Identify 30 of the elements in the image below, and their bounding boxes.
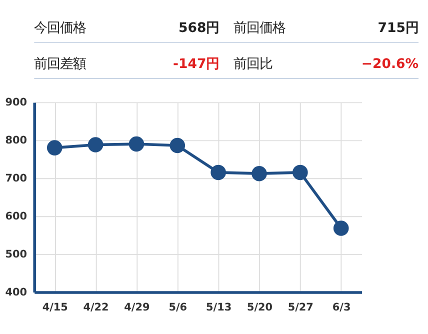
text: 今回価格 (34, 21, 86, 36)
x-tick-label: 5/27 (288, 302, 314, 314)
y-tick-label: 500 (5, 248, 28, 260)
x-tick-label: 6/3 (332, 302, 351, 314)
x-tick-label: 5/20 (246, 302, 273, 314)
text: 568円 (178, 21, 220, 36)
point (88, 137, 104, 152)
point (170, 138, 186, 154)
x-tick-label: 4/29 (124, 302, 150, 314)
y-tick-label: 700 (5, 172, 28, 184)
x-tick-label: 5/13 (206, 302, 232, 314)
x-tick-label: 4/15 (42, 302, 68, 314)
point (292, 164, 308, 180)
point (252, 166, 267, 182)
x-tick-label: 4/22 (83, 302, 109, 314)
text: 前回差額 (34, 57, 86, 72)
y-tick-label: 600 (5, 210, 28, 222)
text: −20.6% (361, 57, 419, 72)
point (128, 136, 144, 152)
y-tick-label: 400 (5, 286, 28, 298)
text: 前回比 (233, 57, 272, 72)
y-tick-label: 900 (5, 96, 28, 109)
text: 715円 (378, 21, 419, 36)
text: -147円 (173, 57, 220, 72)
point (210, 164, 226, 180)
point (46, 140, 62, 156)
y-tick-label: 800 (5, 134, 28, 147)
text: 前回価格 (233, 21, 286, 36)
point (333, 220, 349, 236)
x-tick-label: 5/6 (168, 302, 188, 314)
